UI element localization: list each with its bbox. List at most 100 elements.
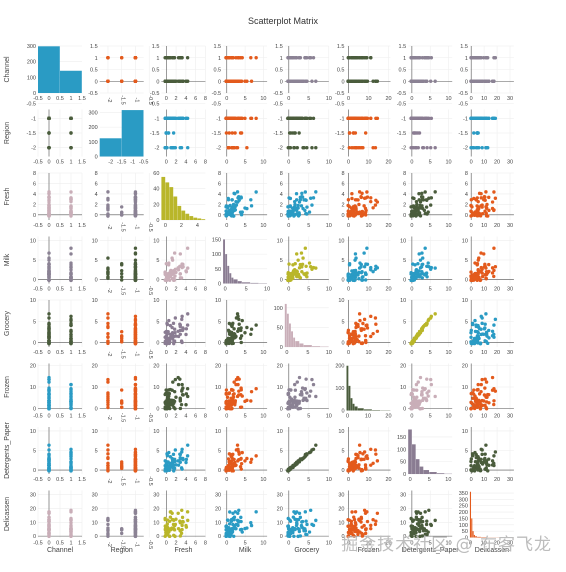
data-point xyxy=(69,318,72,321)
tick-label: -1.5 xyxy=(117,160,126,166)
data-point xyxy=(176,117,179,120)
data-point xyxy=(376,200,379,203)
tick-label: 10 xyxy=(400,238,406,244)
tick-label: 0.5 xyxy=(337,68,345,74)
data-point xyxy=(69,205,72,208)
data-point xyxy=(304,452,307,455)
tick-label: 5 xyxy=(244,350,247,356)
data-point xyxy=(241,56,244,59)
tick-label: 0 xyxy=(47,96,50,102)
data-point xyxy=(47,258,50,261)
data-point xyxy=(469,336,472,339)
tick-label: 0 xyxy=(280,468,283,474)
data-point xyxy=(415,271,418,274)
data-point xyxy=(303,527,306,530)
tick-label: 1 xyxy=(218,56,221,62)
data-point xyxy=(363,265,366,268)
data-point xyxy=(134,450,137,453)
data-point xyxy=(177,527,180,530)
data-point xyxy=(364,207,367,210)
data-point xyxy=(230,324,233,327)
data-point xyxy=(69,468,72,471)
tick-label: 0 xyxy=(347,350,350,356)
data-point xyxy=(425,323,428,326)
data-point xyxy=(415,80,418,83)
data-point xyxy=(484,205,487,208)
data-point xyxy=(170,512,173,515)
tick-label: 20 xyxy=(494,96,500,102)
data-point xyxy=(305,212,308,215)
tick-label: 20 xyxy=(385,414,391,420)
hist-bar xyxy=(189,216,193,220)
data-point xyxy=(476,324,479,327)
tick-label: 5 xyxy=(244,96,247,102)
data-point xyxy=(236,376,239,379)
data-point xyxy=(357,334,360,337)
data-point xyxy=(69,212,72,215)
tick-label: -2 xyxy=(106,352,112,357)
data-point xyxy=(410,117,413,120)
data-point xyxy=(309,117,312,120)
tick-label: 1.5 xyxy=(152,44,160,50)
tick-label: 0 xyxy=(403,79,406,85)
data-point xyxy=(254,454,257,457)
data-point xyxy=(425,212,428,215)
tick-label: 5 xyxy=(429,287,432,293)
data-point xyxy=(231,527,234,530)
data-point xyxy=(179,396,182,399)
data-point xyxy=(134,402,137,405)
data-point xyxy=(69,131,72,134)
data-point xyxy=(480,266,483,269)
data-point xyxy=(296,400,299,403)
tick-label: 10 xyxy=(153,298,159,304)
tick-label: -1.5 xyxy=(120,476,126,485)
data-point xyxy=(415,56,418,59)
data-point xyxy=(185,458,188,461)
data-point xyxy=(106,533,109,536)
data-point xyxy=(485,407,488,410)
data-point xyxy=(180,467,183,470)
data-point xyxy=(134,535,137,538)
tick-label: 20 xyxy=(153,202,159,208)
tick-label: 1 xyxy=(95,56,98,62)
data-point xyxy=(243,459,246,462)
tick-label: 0 xyxy=(225,96,228,102)
data-point xyxy=(165,56,168,59)
hist-bar xyxy=(412,444,416,474)
hist-bar xyxy=(304,345,312,347)
data-point xyxy=(172,401,175,404)
tick-label: 5 xyxy=(429,160,432,166)
data-point xyxy=(480,322,483,325)
tick-label: 2 xyxy=(218,202,221,208)
data-point xyxy=(226,468,229,471)
tick-label: 0 xyxy=(287,96,290,102)
data-point xyxy=(357,277,360,280)
data-point xyxy=(348,131,351,134)
data-point xyxy=(165,452,168,455)
hist-bar xyxy=(429,472,436,474)
data-point xyxy=(180,265,183,268)
tick-label: 10 xyxy=(260,477,266,483)
data-point xyxy=(483,265,486,268)
data-point xyxy=(106,378,109,381)
data-point xyxy=(243,527,246,530)
tick-label: 5 xyxy=(465,449,468,455)
tick-label: 6 xyxy=(341,181,344,187)
data-point xyxy=(364,334,367,337)
tick-label: 0.5 xyxy=(152,68,160,74)
tick-label: 5 xyxy=(341,319,344,325)
tick-label: 10 xyxy=(215,520,221,526)
data-point xyxy=(174,316,177,319)
data-point xyxy=(231,117,234,120)
data-point xyxy=(419,258,422,261)
tick-label: 0 xyxy=(341,341,344,347)
data-point xyxy=(231,463,234,466)
data-point xyxy=(476,205,479,208)
tick-label: 8 xyxy=(204,287,207,293)
